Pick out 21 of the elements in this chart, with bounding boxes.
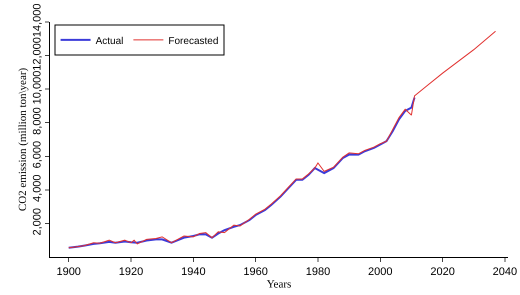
y-tick-label: 12,000 bbox=[32, 37, 44, 71]
line-series bbox=[68, 30, 496, 248]
x-tick-label: 2020 bbox=[430, 266, 455, 278]
x-tick-label: 1940 bbox=[181, 266, 206, 278]
x-axis-title: Years bbox=[266, 278, 292, 290]
line-series bbox=[68, 96, 416, 249]
y-tick-label: 6,000 bbox=[32, 140, 44, 168]
y-tick-label: 4,000 bbox=[32, 174, 44, 202]
x-tick-label: 1960 bbox=[243, 266, 268, 278]
legend-label: Forecasted bbox=[168, 36, 218, 47]
legend-label: Actual bbox=[96, 36, 124, 47]
x-tick-label: 2040 bbox=[492, 266, 518, 278]
y-tick-label: 2,000 bbox=[32, 208, 44, 236]
x-tick-label: 1900 bbox=[56, 266, 81, 278]
y-tick-label: 10,000 bbox=[32, 70, 44, 104]
x-tick-label: 1920 bbox=[118, 266, 144, 278]
y-tick-label: 8,000 bbox=[32, 107, 44, 135]
x-tick-label: 1980 bbox=[306, 266, 330, 278]
x-tick-label: 2000 bbox=[368, 266, 392, 278]
y-axis-title: CO2 emission (million ton\year) bbox=[17, 68, 30, 212]
y-tick-label: 14,000 bbox=[32, 4, 44, 38]
